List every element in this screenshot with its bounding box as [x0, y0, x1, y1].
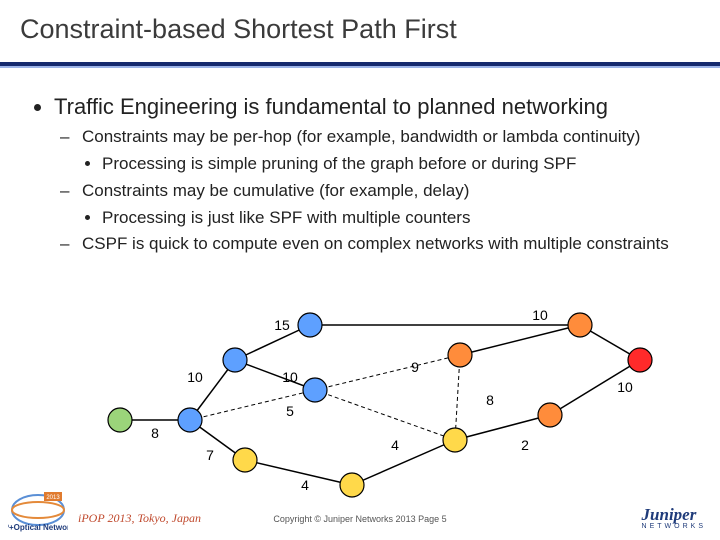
edge-label: 5 [286, 403, 294, 419]
edge-label: 2 [521, 437, 529, 453]
edge-label: 9 [411, 359, 419, 375]
bullet-l2a: Constraints may be per-hop (for example,… [78, 126, 690, 149]
title-rule-light [0, 66, 720, 68]
edge-label: 4 [391, 437, 399, 453]
edge [245, 460, 352, 485]
edge [460, 325, 580, 355]
edge-label: 10 [532, 307, 548, 323]
slide: Constraint-based Shortest Path First Tra… [0, 0, 720, 540]
bullet-l3a: Processing is simple pruning of the grap… [102, 153, 690, 176]
edge [352, 440, 455, 485]
graph-node [223, 348, 247, 372]
conference-logo: 2013 IP+Optical Network [8, 490, 68, 534]
page-title: Constraint-based Shortest Path First [20, 14, 457, 45]
graph-node [538, 403, 562, 427]
bullet-l3b: Processing is just like SPF with multipl… [102, 207, 690, 230]
bullet-l2c: CSPF is quick to compute even on complex… [78, 233, 690, 256]
graph-node [448, 343, 472, 367]
edge [235, 360, 315, 390]
edge [455, 355, 460, 440]
graph-node [443, 428, 467, 452]
graph-node [628, 348, 652, 372]
edge [315, 390, 455, 440]
edge-label: 10 [617, 379, 633, 395]
brand-name: Juniper [642, 505, 697, 524]
edge [455, 415, 550, 440]
graph-node [568, 313, 592, 337]
svg-text:IP+Optical Network: IP+Optical Network [8, 523, 68, 532]
graph-node [233, 448, 257, 472]
network-diagram: 8 10 15 10 7 5 4 4 9 8 10 2 10 [0, 300, 720, 500]
juniper-logo: Juniper NETWORKS [642, 505, 706, 530]
edge-label: 10 [282, 369, 298, 385]
graph-node [303, 378, 327, 402]
footer-copyright: Copyright © Juniper Networks 2013 Page 5 [0, 514, 720, 524]
edge [315, 355, 460, 390]
bullet-l2b: Constraints may be cumulative (for examp… [78, 180, 690, 203]
brand-sub: NETWORKS [642, 523, 706, 530]
edge-label: 7 [206, 447, 214, 463]
edge-label: 8 [486, 392, 494, 408]
edge-label: 4 [301, 477, 309, 493]
edge-label: 8 [151, 425, 159, 441]
edge-label: 15 [274, 317, 290, 333]
graph-node [178, 408, 202, 432]
bullet-list: Traffic Engineering is fundamental to pl… [30, 92, 690, 260]
graph-node [298, 313, 322, 337]
graph-node [108, 408, 132, 432]
edge-label: 10 [187, 369, 203, 385]
bullet-l1: Traffic Engineering is fundamental to pl… [54, 92, 690, 122]
svg-text:2013: 2013 [46, 495, 60, 501]
graph-node [340, 473, 364, 497]
